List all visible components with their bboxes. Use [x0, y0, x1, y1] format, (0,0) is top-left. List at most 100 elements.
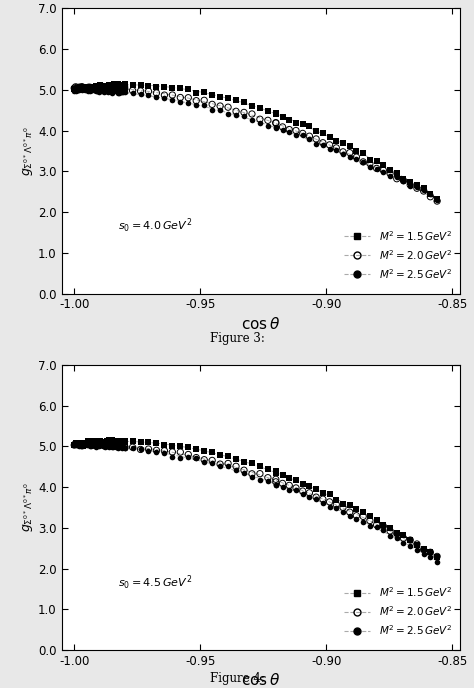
Point — [129, 85, 137, 96]
Point — [427, 547, 434, 558]
Point — [153, 445, 160, 456]
Point — [332, 502, 340, 513]
Point — [83, 439, 91, 450]
Point — [109, 438, 117, 449]
Point — [121, 441, 128, 452]
Point — [118, 87, 126, 98]
Point — [145, 446, 152, 457]
Point — [433, 195, 441, 206]
Point — [92, 442, 100, 453]
Point — [129, 442, 137, 453]
Point — [87, 83, 95, 94]
Point — [96, 85, 104, 96]
Point — [96, 436, 104, 447]
Point — [299, 478, 307, 489]
Point — [400, 530, 407, 541]
Point — [121, 78, 128, 89]
Point — [201, 457, 208, 468]
Point — [71, 83, 78, 94]
Point — [90, 436, 97, 447]
Point — [108, 441, 116, 452]
Point — [366, 155, 374, 166]
Point — [113, 85, 121, 96]
Point — [99, 441, 107, 452]
Point — [90, 82, 97, 93]
Point — [420, 543, 428, 554]
Point — [386, 531, 394, 542]
Point — [145, 89, 152, 100]
Point — [78, 441, 86, 452]
Point — [85, 83, 92, 94]
Point — [359, 147, 367, 158]
Point — [91, 440, 99, 451]
Point — [73, 82, 81, 93]
Point — [117, 442, 125, 453]
Text: $s_0 = 4.5\,GeV^2$: $s_0 = 4.5\,GeV^2$ — [118, 574, 192, 592]
Point — [77, 440, 84, 451]
Point — [373, 519, 381, 530]
Point — [224, 92, 232, 103]
Point — [272, 480, 280, 491]
Point — [299, 130, 307, 141]
Point — [413, 180, 421, 191]
Point — [117, 79, 125, 90]
Point — [113, 442, 121, 453]
Point — [109, 80, 117, 92]
Point — [292, 475, 300, 486]
Point — [366, 515, 374, 526]
Point — [114, 79, 122, 90]
Point — [209, 105, 216, 116]
Point — [413, 539, 421, 550]
Point — [400, 537, 407, 548]
Point — [91, 83, 99, 94]
Point — [82, 438, 90, 449]
Point — [117, 440, 125, 451]
Point — [285, 124, 293, 135]
Point — [73, 85, 81, 96]
Point — [121, 436, 128, 447]
Point — [366, 158, 374, 169]
Point — [121, 442, 128, 453]
Point — [332, 142, 340, 153]
Point — [209, 89, 216, 100]
Point — [104, 439, 111, 450]
Point — [184, 451, 192, 462]
Point — [169, 83, 176, 94]
Point — [137, 88, 144, 99]
Point — [353, 513, 360, 524]
Point — [169, 451, 176, 462]
Point — [121, 81, 128, 92]
Point — [113, 439, 121, 450]
Point — [279, 482, 286, 493]
Point — [137, 444, 144, 455]
Point — [216, 459, 224, 470]
Point — [89, 440, 96, 451]
Point — [406, 535, 414, 546]
Point — [373, 515, 381, 526]
Point — [240, 456, 248, 467]
Point — [248, 469, 256, 480]
Point — [176, 447, 184, 458]
Point — [72, 438, 79, 449]
Point — [400, 533, 407, 544]
Point — [94, 83, 101, 94]
Point — [108, 83, 116, 94]
Point — [78, 81, 86, 92]
Text: Figure 4:: Figure 4: — [210, 672, 264, 685]
Point — [184, 84, 192, 95]
Point — [240, 464, 248, 475]
Point — [380, 160, 387, 171]
Point — [279, 125, 286, 136]
Point — [326, 143, 333, 154]
Point — [71, 84, 78, 95]
Point — [292, 485, 300, 496]
Point — [176, 92, 184, 103]
Point — [116, 441, 123, 452]
Point — [103, 84, 110, 95]
Point — [427, 189, 434, 200]
Point — [413, 182, 421, 193]
Point — [201, 454, 208, 465]
Point — [113, 80, 121, 92]
Point — [121, 83, 128, 94]
Point — [74, 438, 82, 449]
